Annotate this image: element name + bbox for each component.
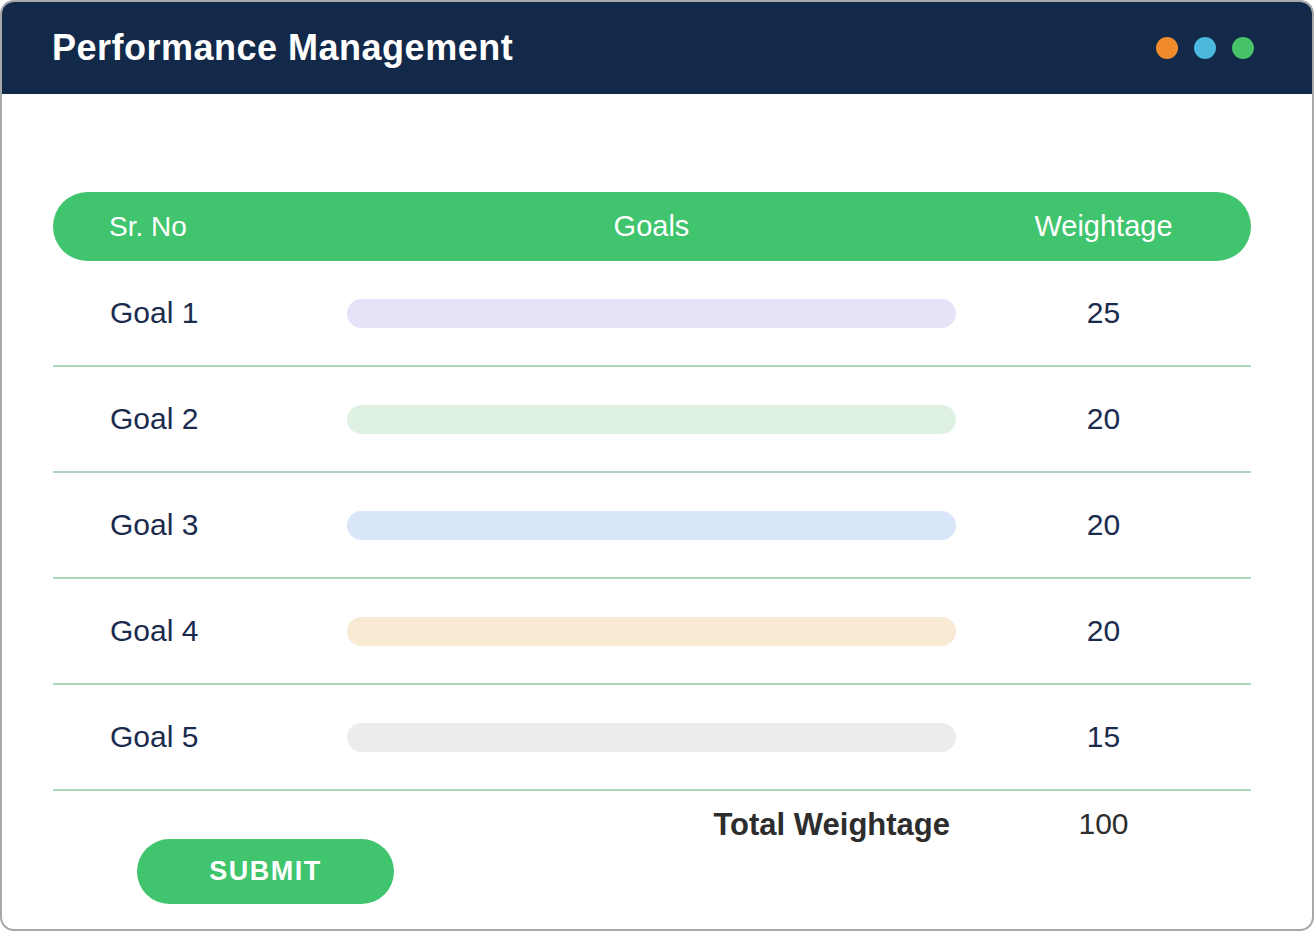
weightage-value: 20 [956, 508, 1251, 542]
table-row-goal-5: Goal 5 15 [53, 685, 1251, 791]
goal-label: Goal 3 [53, 508, 347, 542]
total-weightage-label: Total Weightage [347, 807, 956, 843]
weightage-value: 20 [956, 402, 1251, 436]
table-row-goal-4: Goal 4 20 [53, 579, 1251, 685]
window-dot-orange-icon[interactable] [1156, 37, 1178, 59]
table-header-row: Sr. No Goals Weightage [53, 192, 1251, 261]
window-controls [1156, 37, 1254, 59]
col-header-weightage: Weightage [956, 210, 1251, 243]
goal-input-bar[interactable] [347, 405, 956, 434]
goal-input-bar[interactable] [347, 299, 956, 328]
table-footer: Total Weightage 100 SUBMIT [53, 791, 1251, 931]
table-row-goal-2: Goal 2 20 [53, 367, 1251, 473]
col-header-goals: Goals [347, 210, 956, 243]
goals-table: Sr. No Goals Weightage Goal 1 25 Goal 2 … [2, 94, 1312, 931]
goal-input-bar[interactable] [347, 511, 956, 540]
col-header-sr-no: Sr. No [53, 211, 347, 243]
page-title: Performance Management [52, 27, 513, 69]
goal-input-bar[interactable] [347, 723, 956, 752]
goal-label: Goal 1 [53, 296, 347, 330]
weightage-value: 25 [956, 296, 1251, 330]
goal-label: Goal 5 [53, 720, 347, 754]
table-row-goal-1: Goal 1 25 [53, 261, 1251, 367]
weightage-value: 20 [956, 614, 1251, 648]
submit-button[interactable]: SUBMIT [137, 839, 394, 904]
total-weightage-value: 100 [956, 807, 1251, 841]
title-bar: Performance Management [2, 2, 1312, 94]
table-row-goal-3: Goal 3 20 [53, 473, 1251, 579]
goal-label: Goal 4 [53, 614, 347, 648]
window-dot-blue-icon[interactable] [1194, 37, 1216, 59]
goal-input-bar[interactable] [347, 617, 956, 646]
goal-label: Goal 2 [53, 402, 347, 436]
weightage-value: 15 [956, 720, 1251, 754]
window-dot-green-icon[interactable] [1232, 37, 1254, 59]
app-window: Performance Management Sr. No Goals Weig… [0, 0, 1314, 931]
